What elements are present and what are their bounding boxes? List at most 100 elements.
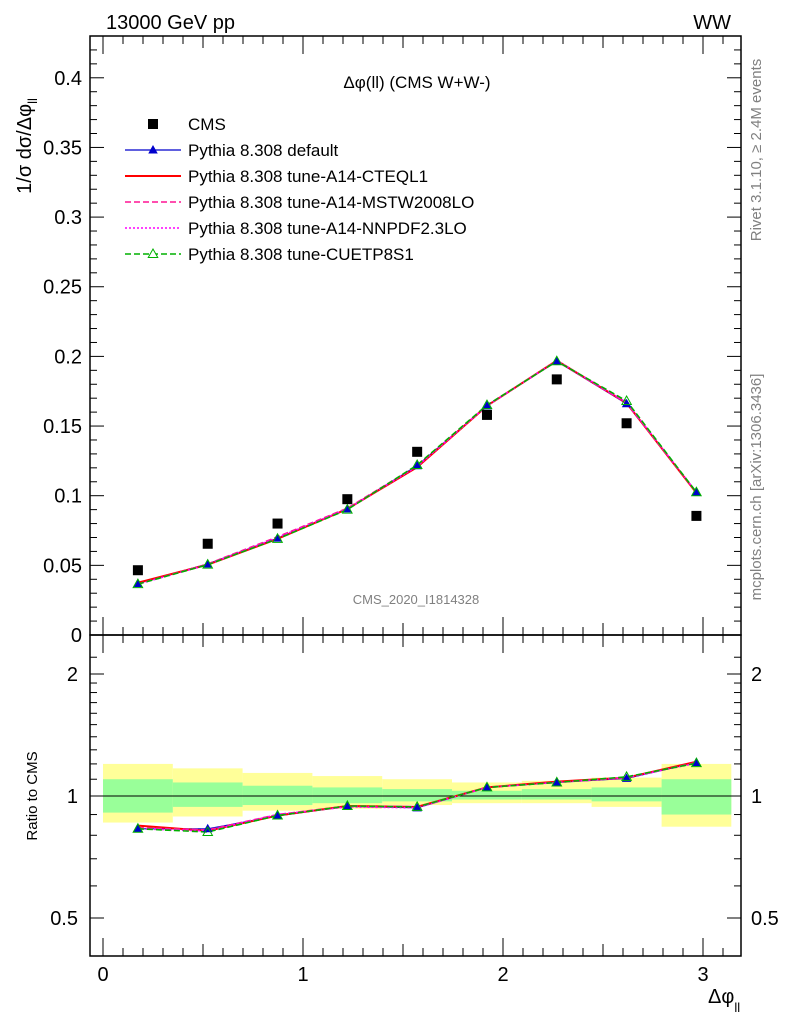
cms-data-point-8 [691,510,702,521]
legend-cms-marker [148,119,158,129]
cms-data-point-3 [342,494,353,505]
band-inner-1 [172,782,243,807]
band-inner-4 [382,789,452,802]
legend: CMS Pythia 8.308 default Pythia 8.308 tune… [125,115,474,264]
main-ytick-label-8: 0.4 [54,68,82,90]
cms-data-point-0 [132,565,143,576]
rivet-label: Rivet 3.1.10, ≥ 2.4M events [748,59,765,242]
main-series-0-point-2 [272,533,283,542]
band-inner-5 [452,790,522,800]
data-points [132,355,703,837]
main-series-4-point-8 [690,486,703,497]
legend-label-3: Pythia 8.308 tune-A14-NNPDF2.3LO [188,219,467,238]
axis-ticks: 0 0.05 0.1 0.15 0.2 0.25 0.3 0.35 0.4 0 1 2 3 0.5 0.5 1… [43,36,779,986]
ratio-series-0-point-4 [412,802,422,812]
band-inner-6 [521,789,592,800]
main-series-4-point-6 [551,355,563,366]
main-series-line-4 [137,360,698,585]
main-series-line-3 [137,359,698,585]
ratio-ytick-label-right-2: 2 [751,664,762,686]
main-ytick-label-2: 0.1 [54,486,82,508]
main-series-4-point-1 [202,558,214,569]
svg-text:1/σ dσ/Δφll: 1/σ dσ/Δφll [14,98,40,194]
ratio-series-4-point-8 [690,757,703,768]
ratio-series-4-point-3 [341,799,353,810]
cms-data-point-7 [621,418,632,429]
ratio-series-0-point-6 [552,777,562,786]
ratio-series-0-point-7 [621,773,632,782]
legend-label-cms: CMS [188,115,226,134]
main-series-0-point-0 [133,578,143,587]
ratio-series-0-point-3 [342,801,353,810]
ratio-series-0-point-8 [691,757,702,766]
ratio-series-0-point-2 [272,810,283,820]
ratio-ytick-label-left-0: 0.5 [50,908,78,930]
ratio-ytick-label-left-1: 1 [67,786,78,808]
main-ytick-label-3: 0.15 [43,416,82,438]
xtick-label-3: 3 [697,964,708,986]
header-process: WW [693,12,731,34]
cms-data-point-1 [202,538,213,549]
mcplots-label: mcplots.cern.ch [arXiv:1306.3436] [748,374,765,601]
main-series-0-point-1 [202,558,213,568]
ratio-ytick-label-left-2: 2 [67,664,78,686]
ratio-bands [90,763,741,827]
main-series-0-point-7 [621,398,632,408]
legend-label-4: Pythia 8.308 tune-CUETP8S1 [188,245,414,264]
band-inner-3 [312,787,383,804]
ratio-series-4-point-5 [481,781,493,792]
main-ytick-label-0: 0 [71,625,82,647]
main-series-4-point-7 [620,394,633,405]
svg-text:Δφll: Δφll [708,986,740,1015]
ratio-series-4-point-4 [411,800,423,811]
main-ytick-label-7: 0.35 [43,137,82,159]
ratio-series-4-point-7 [620,770,633,781]
cms-data-point-4 [412,446,423,457]
ratio-series-0-point-1 [202,823,213,833]
header-energy: 13000 GeV pp [106,12,235,34]
main-ylabel: 1/σ dσ/Δφll [14,98,40,194]
main-series-4-point-4 [411,459,423,470]
main-series-4-point-0 [132,578,144,589]
legend-marker-4 [147,247,159,258]
analysis-watermark: CMS_2020_I1814328 [353,592,480,607]
ratio-ylabel: Ratio to CMS [24,751,41,840]
main-series-0-point-8 [691,487,702,496]
xtick-label-2: 2 [497,964,508,986]
main-series-4-point-3 [341,503,353,514]
ratio-ytick-label-right-1: 1 [751,786,762,808]
xtick-label-0: 0 [97,964,108,986]
legend-label-2: Pythia 8.308 tune-A14-MSTW2008LO [188,193,474,212]
cms-data-point-5 [481,409,492,420]
plot-title: Δφ(ll) (CMS W+W-) [343,73,490,92]
ratio-ytick-label-right-0: 0.5 [751,908,779,930]
main-ytick-label-4: 0.2 [54,346,82,368]
main-ytick-label-1: 0.05 [43,555,82,577]
legend-marker-0 [148,145,158,154]
legend-label-0: Pythia 8.308 default [188,141,339,160]
band-inner-2 [242,785,313,806]
ratio-series-4-point-1 [202,825,214,837]
ratio-series-4-point-0 [132,822,144,833]
main-series-line-2 [137,360,698,585]
main-ytick-label-5: 0.25 [43,277,82,299]
main-series-0-point-3 [342,503,353,513]
main-series-0-point-4 [412,460,422,470]
ratio-series-4-point-2 [271,809,284,820]
band-inner-7 [591,787,662,802]
main-series-0-point-5 [482,400,492,410]
legend-label-1: Pythia 8.308 tune-A14-CTEQL1 [188,167,428,186]
cms-data-point-6 [551,374,562,385]
ratio-series-0-point-5 [482,782,492,791]
ratio-series-0-point-0 [133,823,143,833]
ratio-series-4-point-6 [551,776,563,787]
cms-data-point-2 [272,518,283,529]
main-series-4-point-5 [481,399,493,410]
main-ytick-label-6: 0.3 [54,207,82,229]
x-axis-label: Δφll [708,986,740,1015]
main-series-4-point-2 [271,532,284,543]
xtick-label-1: 1 [297,964,308,986]
band-inner-8 [661,779,732,815]
main-series-0-point-6 [552,356,562,365]
